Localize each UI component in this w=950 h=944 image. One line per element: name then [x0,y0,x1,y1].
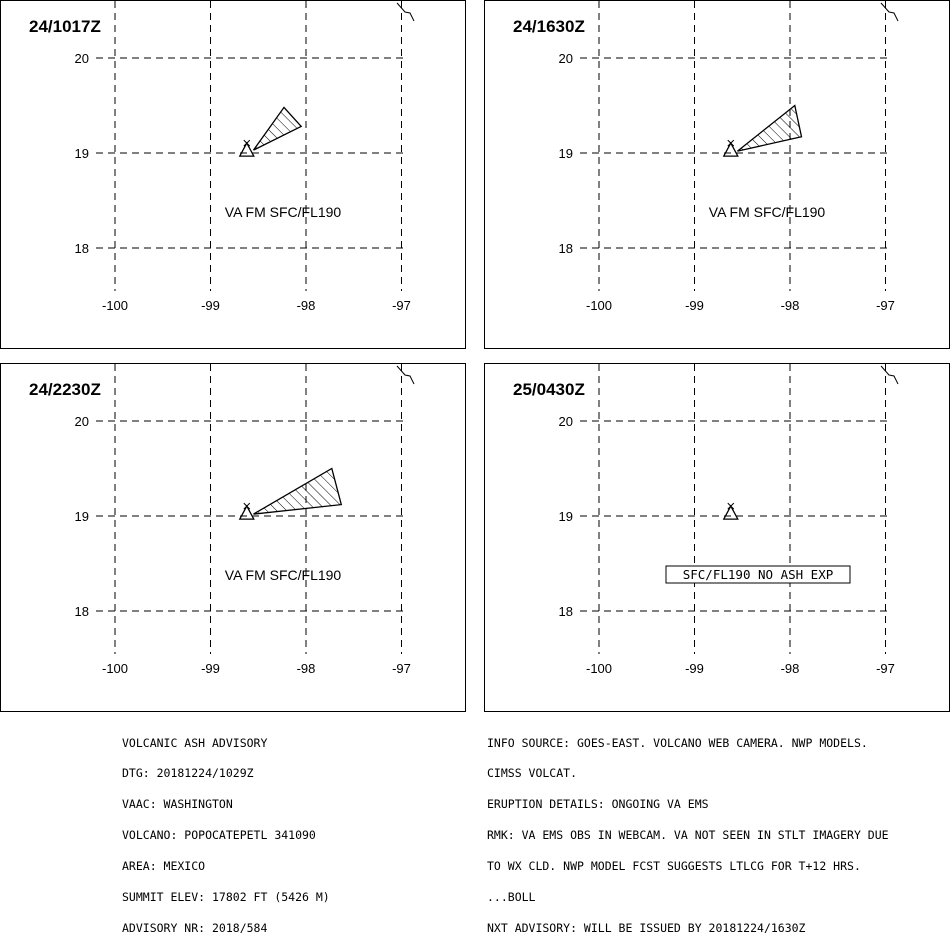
coastline [880,365,899,385]
ash-cloud-polygon [737,104,803,152]
coastline [396,2,415,22]
longitude-tick-label: -100 [586,298,612,313]
advisory-line: VAAC: WASHINGTON [122,797,233,812]
advisory-line: VOLCANO: POPOCATEPETL 341090 [122,828,316,843]
longitude-tick-label: -97 [392,661,411,676]
latitude-tick-label: 19 [559,509,573,524]
panel-time-label: 25/0430Z [513,380,585,399]
map-plot: -100 -99 -98 -97 20 19 18 VA FM SFC/FL190 [75,1,415,313]
panel-time-label: 24/1630Z [513,17,585,36]
latitude-tick-label: 18 [75,604,89,619]
latitude-tick-label: 19 [75,146,89,161]
latitude-tick-label: 18 [559,604,573,619]
longitude-tick-label: -99 [201,661,220,676]
longitude-tick-label: -100 [102,661,128,676]
map-plot: -100 -99 -98 -97 20 19 18 SFC/FL190 NO ASH EXP [559,364,899,676]
longitude-tick-label: -98 [297,661,316,676]
latitude-tick-label: 19 [559,146,573,161]
longitude-tick-label: -99 [685,661,704,676]
advisory-line: TO WX CLD. NWP MODEL FCST SUGGESTS LTLCG… [487,859,861,874]
volcano-marker-icon [727,502,735,510]
advisory-line: RMK: VA EMS OBS IN WEBCAM. VA NOT SEEN I… [487,828,889,843]
longitude-tick-label: -98 [781,298,800,313]
coastline [396,365,415,385]
advisory-line: INFO SOURCE: GOES-EAST. VOLCANO WEB CAME… [487,735,868,750]
ash-cloud-polygon [252,106,303,151]
advisory-line: AREA: MEXICO [122,859,206,874]
latitude-tick-label: 20 [559,414,573,429]
longitude-tick-label: -97 [876,661,895,676]
advisory-remarks-text: INFO SOURCE: GOES-EAST. VOLCANO WEB CAME… [487,717,889,944]
forecast-panel-2: -100 -99 -98 -97 20 19 18 VA FM SFC/FL190 24/16… [484,0,950,349]
map-plot: -100 -99 -98 -97 20 19 18 VA FM SFC/FL190 [559,1,899,313]
longitude-tick-label: -98 [297,298,316,313]
advisory-line: ERUPTION DETAILS: ONGOING VA EMS [487,797,709,812]
advisory-line: ADVISORY NR: 2018/584 [122,920,268,935]
longitude-tick-label: -97 [876,298,895,313]
ash-cloud-polygon [253,467,343,515]
volcano-marker-icon [243,139,251,147]
volcano-marker-icon [722,504,739,520]
ash-annotation: VA FM SFC/FL190 [225,567,342,583]
volcano-marker-icon [727,139,735,147]
volcano-marker-icon [243,502,251,510]
panel-time-label: 24/2230Z [29,380,101,399]
advisory-line: DTG: 20181224/1029Z [122,766,254,781]
volcano-marker-icon [722,141,739,157]
latitude-tick-label: 20 [75,51,89,66]
latitude-tick-label: 18 [559,241,573,256]
annotation-box [665,565,851,584]
ash-annotation: SFC/FL190 NO ASH EXP [683,567,834,582]
advisory-line: SUMMIT ELEV: 17802 FT (5426 M) [122,890,330,905]
longitude-tick-label: -97 [392,298,411,313]
ash-annotation: VA FM SFC/FL190 [709,204,826,220]
advisory-line: ...BOLL [487,890,536,905]
advisory-line: VOLCANIC ASH ADVISORY [122,735,268,750]
forecast-panel-4: -100 -99 -98 -97 20 19 18 SFC/FL190 NO ASH EXP … [484,363,950,712]
latitude-tick-label: 18 [75,241,89,256]
latitude-tick-label: 20 [75,414,89,429]
longitude-tick-label: -99 [201,298,220,313]
volcano-marker-icon [238,504,255,520]
forecast-panel-3: -100 -99 -98 -97 20 19 18 VA FM SFC/FL190 24/22… [0,363,466,712]
ash-annotation: VA FM SFC/FL190 [225,204,342,220]
latitude-tick-label: 19 [75,509,89,524]
advisory-line: NXT ADVISORY: WILL BE ISSUED BY 20181224… [487,920,806,935]
forecast-panel-1: -100 -99 -98 -97 20 19 18 VA FM SFC/FL190 24/10… [0,0,466,349]
longitude-tick-label: -99 [685,298,704,313]
longitude-tick-label: -100 [102,298,128,313]
advisory-line: CIMSS VOLCAT. [487,766,578,781]
longitude-tick-label: -98 [781,661,800,676]
latitude-tick-label: 20 [559,51,573,66]
volcano-marker-icon [238,141,255,157]
longitude-tick-label: -100 [586,661,612,676]
map-plot: -100 -99 -98 -97 20 19 18 VA FM SFC/FL190 [75,364,415,676]
panel-time-label: 24/1017Z [29,17,101,36]
advisory-header-text: VOLCANIC ASH ADVISORY DTG: 20181224/1029… [122,717,330,944]
coastline [880,2,899,22]
